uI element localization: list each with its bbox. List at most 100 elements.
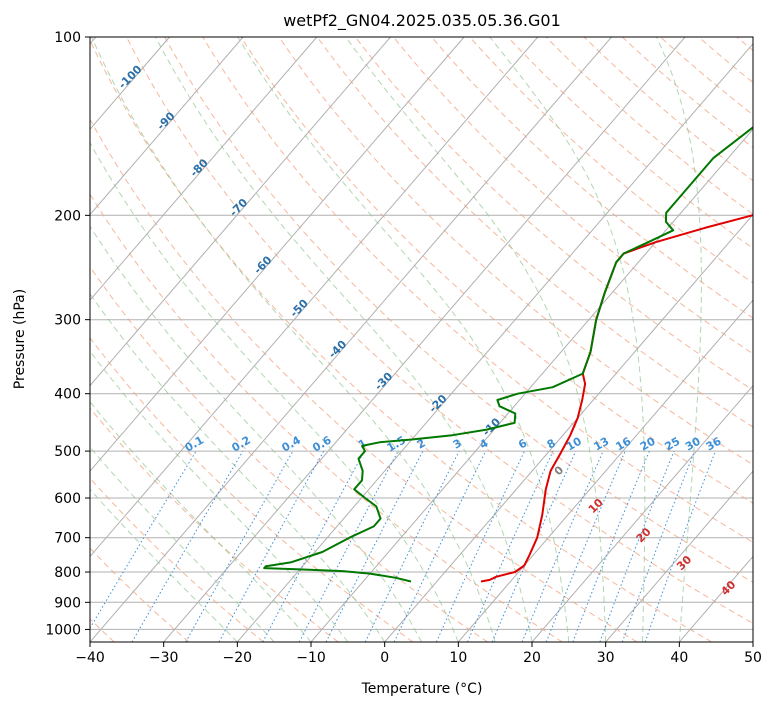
y-tick-label: 1000 xyxy=(45,622,81,638)
mixing-ratio-line xyxy=(467,450,554,642)
adiabat-label: 20 xyxy=(634,525,654,545)
mixing-ratio-line xyxy=(298,450,399,642)
dry-adiabat-line xyxy=(90,265,488,642)
temperature-profile xyxy=(480,214,753,583)
mixing-ratio-line xyxy=(325,450,424,642)
mixing-ratio-line xyxy=(572,450,650,642)
x-tick-label: 10 xyxy=(449,650,467,666)
isotherm-line xyxy=(678,555,753,642)
y-tick-label: 900 xyxy=(54,595,81,611)
moist-adiabat-line xyxy=(90,350,349,642)
isotherm-label: -60 xyxy=(251,253,274,276)
isotherm-line xyxy=(163,37,686,642)
isotherm-line xyxy=(90,37,391,387)
dry-adiabat-line xyxy=(90,547,190,642)
mixing-ratio-line xyxy=(599,450,675,642)
y-tick-label: 800 xyxy=(54,565,81,581)
isotherm-line xyxy=(90,37,612,642)
x-tick-label: −10 xyxy=(296,650,326,666)
dry-adiabat-line xyxy=(164,37,753,583)
isotherm-line xyxy=(310,128,753,642)
isotherm-label: -100 xyxy=(116,63,145,92)
y-tick-label: 700 xyxy=(54,531,81,547)
plot-area: 0.1 0.2 0.4 0.6 1 1.5 2 3 4 6 8 10 13 16 20 25 30 36-100-… xyxy=(90,37,753,642)
isotherm-line xyxy=(236,42,753,642)
y-tick-label: 100 xyxy=(54,30,81,46)
moist-adiabat-line xyxy=(90,446,275,642)
isotherm-label: -90 xyxy=(154,109,177,132)
dry-adiabat-line xyxy=(355,37,753,391)
x-axis: −40 −30 −20 −10 0 10 20 30 40 50 xyxy=(75,642,762,666)
mixing-ratio-line xyxy=(131,450,244,642)
x-tick-label: 50 xyxy=(744,650,762,666)
moist-adiabat-line xyxy=(90,400,312,642)
dry-adiabat-line xyxy=(240,37,753,504)
isotherm-label: -50 xyxy=(288,297,311,320)
mixing-ratio-line xyxy=(185,450,294,642)
isotherm-label: -20 xyxy=(426,392,449,415)
moist-adiabat-line xyxy=(155,37,533,642)
mixing-ratio-line xyxy=(545,450,626,642)
isotherm-line xyxy=(90,37,318,301)
y-tick-label: 200 xyxy=(54,208,81,224)
adiabat-label: 30 xyxy=(674,553,694,573)
y-tick-label: 600 xyxy=(54,491,81,507)
mixing-ratio-line xyxy=(364,450,460,642)
isotherm-line xyxy=(384,213,753,642)
mixing-ratio-line xyxy=(393,450,487,642)
dry-adiabat-line xyxy=(545,37,753,215)
moist-adiabat-line xyxy=(90,293,386,642)
dry-adiabat-line xyxy=(431,37,753,319)
moist-adiabat-line xyxy=(345,37,607,642)
x-tick-label: −20 xyxy=(223,650,253,666)
mixing-ratio-label: 8 xyxy=(545,437,558,452)
moist-adiabat-line xyxy=(90,225,422,642)
dry-adiabat-line xyxy=(126,37,753,624)
x-tick-label: −40 xyxy=(75,650,105,666)
mixing-ratio-line xyxy=(644,450,716,642)
dry-adiabat-line xyxy=(583,37,753,182)
x-axis-label: Temperature (°C) xyxy=(361,681,483,697)
isotherm-label: -40 xyxy=(326,338,349,361)
isotherm-line xyxy=(752,641,753,642)
x-tick-label: 40 xyxy=(670,650,688,666)
mixing-ratio-line xyxy=(262,450,365,642)
x-tick-label: −30 xyxy=(149,650,179,666)
moist-adiabat-line xyxy=(656,37,702,642)
isotherm-line xyxy=(90,37,539,558)
dry-adiabat-line xyxy=(90,118,638,642)
chart-title: wetPf2_GN04.2025.035.05.36.G01 xyxy=(283,11,561,31)
mixing-ratio-line xyxy=(218,450,325,642)
dry-adiabat-line xyxy=(202,37,753,543)
y-tick-label: 500 xyxy=(54,444,81,460)
isotherm-label: -80 xyxy=(188,156,211,179)
dry-adiabat-line xyxy=(469,37,753,284)
dry-adiabat-line xyxy=(90,477,264,642)
dry-adiabat-line xyxy=(316,37,753,428)
dry-adiabat-line xyxy=(393,37,753,355)
dry-adiabat-line xyxy=(698,37,753,84)
isotherm-line xyxy=(605,470,753,642)
mixing-ratio-line xyxy=(621,450,696,642)
adiabat-label: 40 xyxy=(718,578,738,598)
dewpoint-profile xyxy=(263,126,753,583)
y-axis-label: Pressure (hPa) xyxy=(12,289,28,389)
dry-adiabat-line xyxy=(90,407,339,642)
adiabat-label: 10 xyxy=(586,496,606,516)
y-tick-label: 300 xyxy=(54,313,81,329)
moist-adiabat-line xyxy=(91,37,496,642)
isotherm-line xyxy=(457,299,753,642)
moist-adiabat-line xyxy=(90,141,459,642)
dry-adiabat-line xyxy=(90,193,563,642)
isotherm-line xyxy=(531,384,753,642)
dry-adiabat-line xyxy=(736,37,753,52)
y-tick-label: 400 xyxy=(54,387,81,403)
x-tick-label: 30 xyxy=(597,650,615,666)
isotherm-label: -30 xyxy=(372,370,395,393)
isotherm-line xyxy=(90,37,244,216)
moist-adiabat-line xyxy=(237,37,570,642)
x-tick-label: 0 xyxy=(380,650,389,666)
y-axis: 100 200 300 400 500 600 700 800 900 1000 xyxy=(45,30,90,638)
moist-adiabat-line xyxy=(90,488,238,642)
